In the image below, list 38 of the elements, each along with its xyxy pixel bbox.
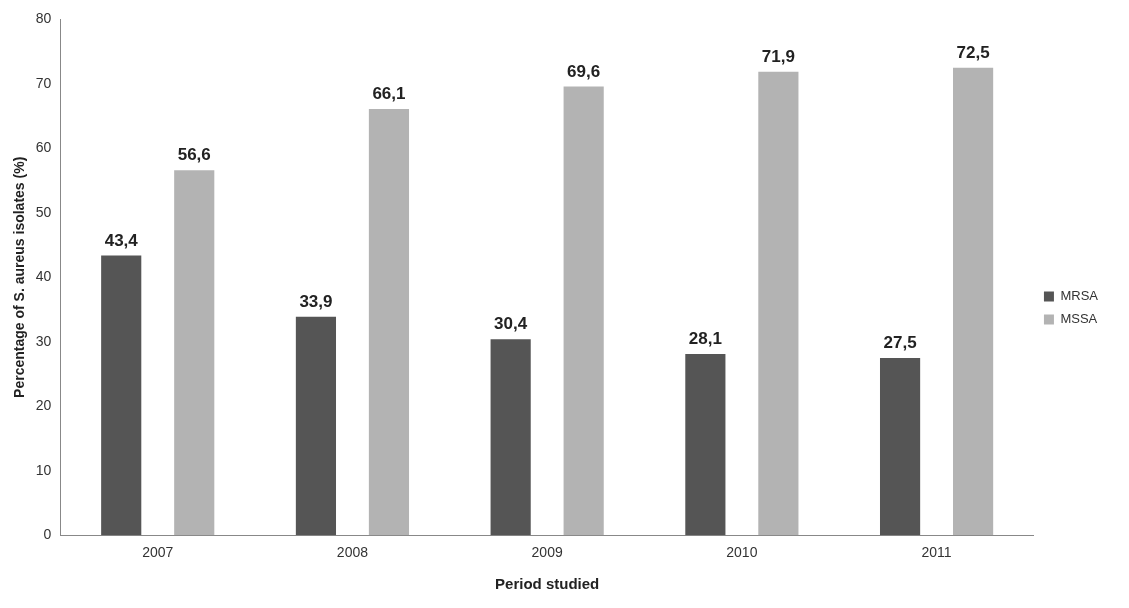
data-label: 43,4 xyxy=(104,230,139,250)
x-tick-label: 2007 xyxy=(142,544,174,561)
bar xyxy=(295,316,337,536)
x-tick-label: 2009 xyxy=(531,544,563,561)
x-tick-label: 2011 xyxy=(921,544,952,561)
data-label: 33,9 xyxy=(299,291,333,311)
bar xyxy=(101,255,142,536)
data-label: 30,4 xyxy=(494,314,528,334)
y-tick-label: 10 xyxy=(35,461,52,478)
legend-label: MSSA xyxy=(1060,311,1098,327)
x-tick-label: 2010 xyxy=(726,544,758,561)
legend-label: MRSA xyxy=(1060,288,1099,304)
data-label: 71,9 xyxy=(761,46,795,66)
data-label: 72,5 xyxy=(956,42,990,62)
bar xyxy=(880,357,921,536)
y-tick-label: 30 xyxy=(35,332,52,349)
data-label: 69,6 xyxy=(567,61,601,81)
y-tick-label: 50 xyxy=(35,203,52,220)
data-label: 56,6 xyxy=(177,145,211,165)
bar xyxy=(368,109,410,536)
y-tick-label: 0 xyxy=(43,526,52,543)
y-tick-label: 20 xyxy=(35,397,52,414)
y-tick-label: 70 xyxy=(35,74,52,91)
bar xyxy=(685,354,726,536)
bar xyxy=(758,71,799,536)
y-tick-label: 40 xyxy=(35,268,52,285)
data-label: 28,1 xyxy=(688,329,722,349)
x-tick-label: 2008 xyxy=(336,544,369,561)
y-tick-label: 80 xyxy=(35,10,52,27)
y-tick-label: 60 xyxy=(35,139,52,156)
data-label: 66,1 xyxy=(372,84,406,104)
bar xyxy=(490,339,531,536)
bar xyxy=(174,170,215,536)
data-label: 27,5 xyxy=(883,333,917,353)
bar xyxy=(563,86,604,536)
y-axis-title: Percentage of S. aureus isolates (%) xyxy=(11,156,28,398)
bar xyxy=(953,67,994,536)
x-axis-title: Period studied xyxy=(495,575,600,593)
